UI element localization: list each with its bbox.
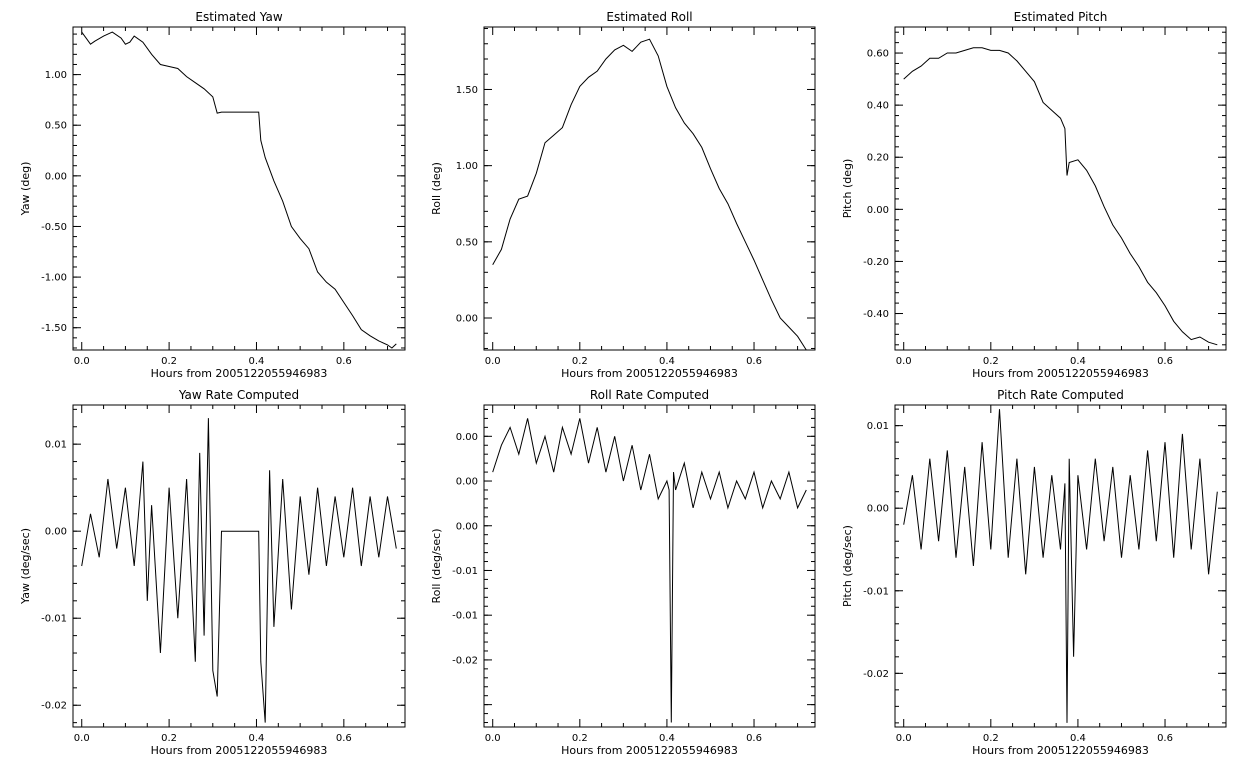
x-tick-label: 0.6 — [746, 733, 762, 744]
y-axis-label: Pitch (deg) — [841, 159, 854, 219]
x-axis-label: Hours from 2005122055946983 — [151, 744, 328, 757]
chart-title: Pitch Rate Computed — [997, 388, 1124, 402]
chart-panel-2: Estimated Roll Hours from 200512205594698… — [430, 10, 816, 380]
chart-title: Yaw Rate Computed — [178, 388, 299, 402]
x-tick-label: 0.0 — [74, 356, 90, 367]
plot-frame — [894, 404, 1227, 728]
chart-title: Estimated Yaw — [195, 10, 282, 24]
chart-panel-1: Estimated Yaw Hours from 2005122055946983… — [19, 10, 406, 380]
y-tick-label: -0.50 — [41, 222, 67, 233]
y-tick-label: 0.01 — [45, 440, 67, 451]
x-tick-label: 0.4 — [1070, 356, 1086, 367]
plot-frame — [72, 404, 406, 728]
chart-title: Roll Rate Computed — [590, 388, 709, 402]
y-tick-label: 0.00 — [456, 432, 478, 443]
y-tick-label: 0.60 — [867, 49, 889, 60]
x-axis-label: Hours from 2005122055946983 — [561, 744, 738, 757]
x-tick-label: 0.0 — [896, 356, 912, 367]
y-tick-label: 0.00 — [45, 527, 67, 538]
y-tick-label: 0.01 — [867, 421, 889, 432]
y-tick-label: 1.00 — [45, 70, 67, 81]
y-tick-label: -0.01 — [863, 586, 889, 597]
x-tick-label: 0.0 — [896, 733, 912, 744]
x-tick-label: 0.0 — [485, 356, 501, 367]
x-tick-label: 0.0 — [485, 733, 501, 744]
chart-title: Estimated Roll — [606, 10, 692, 24]
y-tick-label: 0.00 — [456, 477, 478, 488]
chart-panel-5: Roll Rate Computed Hours from 20051220559… — [430, 388, 816, 757]
x-tick-label: 0.4 — [659, 733, 675, 744]
y-tick-label: -0.20 — [863, 257, 889, 268]
x-axis-label: Hours from 2005122055946983 — [972, 367, 1149, 380]
chart-panel-6: Pitch Rate Computed Hours from 2005122055… — [841, 388, 1227, 757]
x-tick-label: 0.6 — [336, 356, 352, 367]
x-tick-label: 0.2 — [161, 733, 177, 744]
series-line — [81, 418, 397, 723]
y-axis-label: Roll (deg/sec) — [430, 528, 443, 603]
y-tick-label: 1.00 — [456, 161, 478, 172]
y-axis-label: Yaw (deg) — [19, 162, 32, 217]
x-tick-label: 0.6 — [1157, 356, 1173, 367]
y-tick-label: -0.01 — [41, 614, 67, 625]
x-tick-label: 0.2 — [572, 733, 588, 744]
plot-frame — [483, 26, 816, 351]
y-tick-label: 0.40 — [867, 101, 889, 112]
plot-frame — [894, 26, 1227, 351]
y-tick-label: 0.00 — [456, 521, 478, 532]
x-tick-label: 0.2 — [983, 733, 999, 744]
y-axis-label: Yaw (deg/sec) — [19, 528, 32, 605]
x-tick-label: 0.2 — [161, 356, 177, 367]
x-tick-label: 0.6 — [1157, 733, 1173, 744]
y-tick-label: 0.00 — [456, 314, 478, 325]
y-axis-label: Pitch (deg/sec) — [841, 525, 854, 607]
y-tick-label: -0.01 — [452, 611, 478, 622]
x-tick-label: 0.6 — [336, 733, 352, 744]
y-tick-label: 1.50 — [456, 85, 478, 96]
series-line — [492, 418, 807, 723]
x-tick-label: 0.2 — [572, 356, 588, 367]
x-tick-label: 0.4 — [249, 733, 265, 744]
y-tick-label: -0.40 — [863, 309, 889, 320]
series-line — [903, 409, 1218, 723]
x-axis-label: Hours from 2005122055946983 — [151, 367, 328, 380]
series-line — [492, 38, 807, 351]
y-tick-label: 0.00 — [867, 504, 889, 515]
chart-title: Estimated Pitch — [1014, 10, 1108, 24]
y-tick-label: -0.02 — [452, 655, 478, 666]
x-tick-label: 0.4 — [659, 356, 675, 367]
y-axis-label: Roll (deg) — [430, 162, 443, 215]
series-line — [81, 31, 397, 349]
x-tick-label: 0.4 — [1070, 733, 1086, 744]
x-tick-label: 0.4 — [249, 356, 265, 367]
x-tick-label: 0.6 — [746, 356, 762, 367]
x-tick-label: 0.0 — [74, 733, 90, 744]
x-tick-label: 0.2 — [983, 356, 999, 367]
y-tick-label: -0.02 — [41, 701, 67, 712]
y-tick-label: 0.00 — [867, 205, 889, 216]
chart-panel-3: Estimated Pitch Hours from 20051220559469… — [841, 10, 1227, 380]
plot-frame — [483, 404, 816, 728]
y-tick-label: 0.20 — [867, 153, 889, 164]
y-tick-label: -0.02 — [863, 669, 889, 680]
y-tick-label: 0.50 — [45, 121, 67, 132]
y-tick-label: -1.00 — [41, 273, 67, 284]
x-axis-label: Hours from 2005122055946983 — [561, 367, 738, 380]
plot-frame — [72, 26, 406, 351]
y-tick-label: 0.00 — [45, 171, 67, 182]
y-tick-label: -0.01 — [452, 566, 478, 577]
y-tick-label: -1.50 — [41, 323, 67, 334]
chart-panel-4: Yaw Rate Computed Hours from 200512205594… — [19, 388, 406, 757]
series-line — [903, 47, 1218, 346]
x-axis-label: Hours from 2005122055946983 — [972, 744, 1149, 757]
y-tick-label: 0.50 — [456, 237, 478, 248]
